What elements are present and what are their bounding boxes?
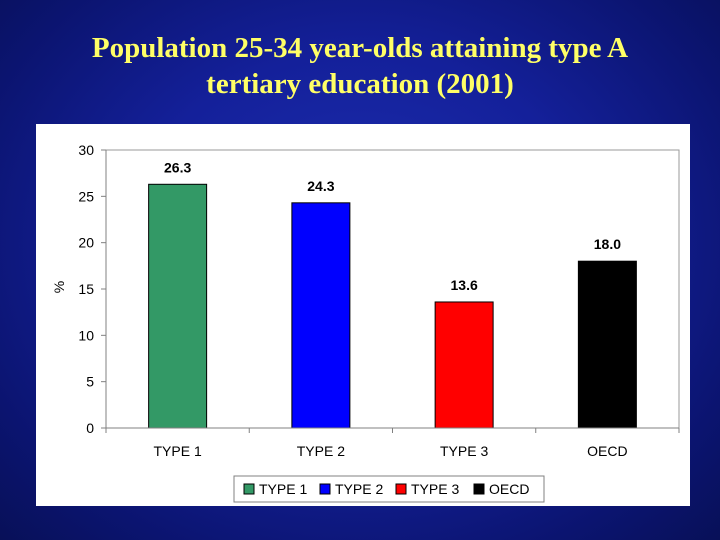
bar-type-1: [148, 183, 208, 429]
y-tick-label: 15: [78, 281, 94, 297]
slide-title: Population 25-34 year-olds attaining typ…: [0, 30, 720, 102]
legend-swatch: [395, 483, 407, 495]
x-tick-label: TYPE 1: [154, 443, 202, 459]
data-label: 18.0: [594, 236, 621, 252]
y-axis-label: %: [51, 281, 67, 293]
bar-type-3: [434, 301, 494, 429]
legend: TYPE 1 TYPE 2 TYPE 3 OECD: [233, 475, 545, 503]
y-tick-label: 0: [86, 420, 94, 436]
data-label: 13.6: [451, 277, 478, 293]
x-axis: TYPE 1 TYPE 2 TYPE 3 OECD: [105, 427, 680, 459]
bars-group: 26.3 24.3 13.6 18.0: [148, 159, 637, 429]
legend-label: OECD: [489, 481, 529, 497]
legend-label: TYPE 3: [411, 481, 459, 497]
y-axis: 0 5 10 15 20 25 30: [78, 142, 107, 436]
slide-title-line2: tertiary education (2001): [206, 68, 514, 100]
x-tick-label: TYPE 3: [440, 443, 488, 459]
legend-label: TYPE 1: [259, 481, 307, 497]
x-tick-label: OECD: [587, 443, 627, 459]
y-tick-label: 5: [86, 374, 94, 390]
x-tick-label: TYPE 2: [297, 443, 345, 459]
y-tick-label: 20: [78, 235, 94, 251]
legend-swatch: [319, 483, 331, 495]
y-tick-label: 25: [78, 188, 94, 204]
slide-title-line1: Population 25-34 year-olds attaining typ…: [91, 32, 629, 64]
chart-panel: % 0 5 10 15 20 25 30 26.3 24.3 13.6 18.0 TYPE 1 TY…: [36, 124, 690, 506]
y-tick-label: 30: [78, 142, 94, 158]
legend-swatch: [473, 483, 485, 495]
bar-oecd: [577, 260, 637, 429]
legend-box: [233, 475, 545, 503]
y-tick-label: 10: [78, 327, 94, 343]
data-label: 26.3: [164, 159, 191, 175]
legend-swatch: [243, 483, 255, 495]
bar-type-2: [291, 202, 351, 429]
legend-label: TYPE 2: [335, 481, 383, 497]
data-label: 24.3: [307, 178, 334, 194]
